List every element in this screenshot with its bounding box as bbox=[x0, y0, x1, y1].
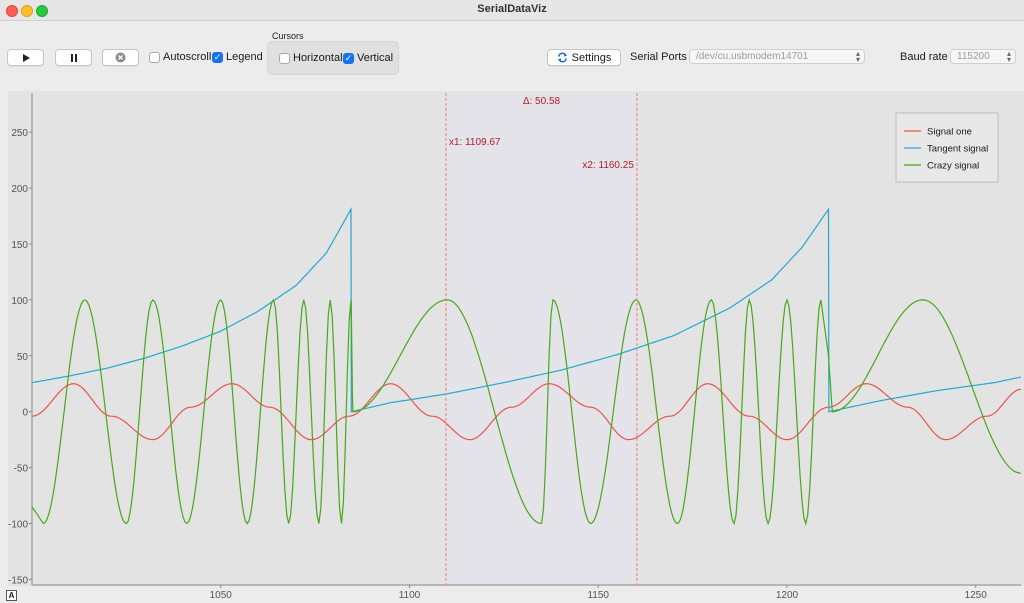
close-window-button[interactable] bbox=[6, 5, 18, 17]
legend-item-label: Crazy signal bbox=[927, 161, 979, 172]
refresh-icon bbox=[557, 52, 567, 63]
x-tick-label: 1100 bbox=[399, 590, 421, 601]
autoscroll-label: Autoscroll bbox=[163, 51, 212, 63]
y-tick-label: -150 bbox=[8, 575, 28, 586]
legend-check-box[interactable]: ✓ bbox=[212, 51, 223, 63]
horizontal-label: Horizontal bbox=[293, 52, 343, 64]
legend-item-label: Tangent signal bbox=[927, 144, 988, 155]
pause-icon bbox=[70, 53, 77, 62]
y-tick-label: 0 bbox=[22, 408, 28, 419]
y-tick-label: -50 bbox=[14, 464, 29, 475]
serial-ports-label: Serial Ports bbox=[630, 51, 687, 63]
pause-button[interactable] bbox=[55, 49, 92, 66]
y-tick-label: 100 bbox=[11, 296, 28, 307]
serial-port-value: /dev/cu.usbmodem14701 bbox=[696, 51, 809, 62]
legend-label: Legend bbox=[226, 51, 263, 63]
legend-checkbox[interactable]: ✓ Legend bbox=[212, 51, 263, 63]
cursor-x1-label: x1: 1109.67 bbox=[449, 137, 501, 148]
cursor-delta-label: Δ: 50.58 bbox=[523, 96, 561, 107]
play-button[interactable] bbox=[7, 49, 44, 66]
serial-port-select[interactable]: /dev/cu.usbmodem14701 ▴ ▾ bbox=[689, 49, 865, 64]
horizontal-cursor-checkbox[interactable]: Horizontal bbox=[279, 52, 343, 64]
x-tick-label: 1250 bbox=[965, 590, 988, 601]
y-tick-label: 150 bbox=[11, 240, 28, 251]
baud-rate-value: 115200 bbox=[957, 51, 990, 62]
series-tangent-signal bbox=[32, 207, 1021, 413]
y-tick-label: 200 bbox=[11, 184, 28, 195]
autoscroll-checkbox[interactable]: Autoscroll bbox=[149, 51, 211, 63]
vertical-label: Vertical bbox=[357, 52, 394, 64]
settings-label: Settings bbox=[571, 51, 612, 64]
settings-button[interactable]: Settings bbox=[547, 49, 621, 66]
plot-area[interactable]: 250 200 150 100 50 0 -50 -100 -150 1050 1100 1150 12… bbox=[0, 91, 1024, 603]
updown-chevron-icon: ▴ ▾ bbox=[855, 49, 860, 64]
zoom-window-button[interactable] bbox=[36, 5, 48, 17]
x-tick-label: 1200 bbox=[776, 590, 799, 601]
x-tick-label: 1050 bbox=[210, 590, 233, 601]
play-icon bbox=[22, 53, 30, 62]
minimize-window-button[interactable] bbox=[21, 5, 33, 17]
cursor-x2-label: x2: 1160.25 bbox=[582, 160, 634, 171]
cursor-region bbox=[445, 93, 637, 585]
y-tick-label: 250 bbox=[11, 128, 28, 139]
vertical-check-box[interactable]: ✓ bbox=[343, 52, 354, 64]
y-tick-label: 50 bbox=[17, 352, 29, 363]
autoscroll-check-box[interactable] bbox=[149, 51, 160, 63]
baud-rate-label: Baud rate bbox=[900, 51, 948, 63]
clear-icon bbox=[115, 52, 126, 63]
cursors-group-title: Cursors bbox=[272, 31, 304, 41]
vertical-cursor-checkbox[interactable]: ✓ Vertical bbox=[343, 52, 393, 64]
horizontal-check-box[interactable] bbox=[279, 52, 290, 64]
updown-chevron-icon: ▴ ▾ bbox=[1006, 49, 1011, 64]
title-bar: SerialDataViz bbox=[0, 0, 1024, 21]
autoscale-button[interactable]: A bbox=[6, 590, 17, 601]
series-signal-one bbox=[32, 383, 1021, 441]
x-tick-label: 1150 bbox=[587, 590, 609, 601]
clear-button[interactable] bbox=[102, 49, 139, 66]
window-title: SerialDataViz bbox=[477, 3, 547, 15]
y-tick-label: -100 bbox=[8, 520, 28, 531]
legend-item-label: Signal one bbox=[927, 127, 972, 138]
series-crazy-signal bbox=[32, 297, 1021, 526]
baud-rate-select[interactable]: 115200 ▴ ▾ bbox=[950, 49, 1016, 64]
